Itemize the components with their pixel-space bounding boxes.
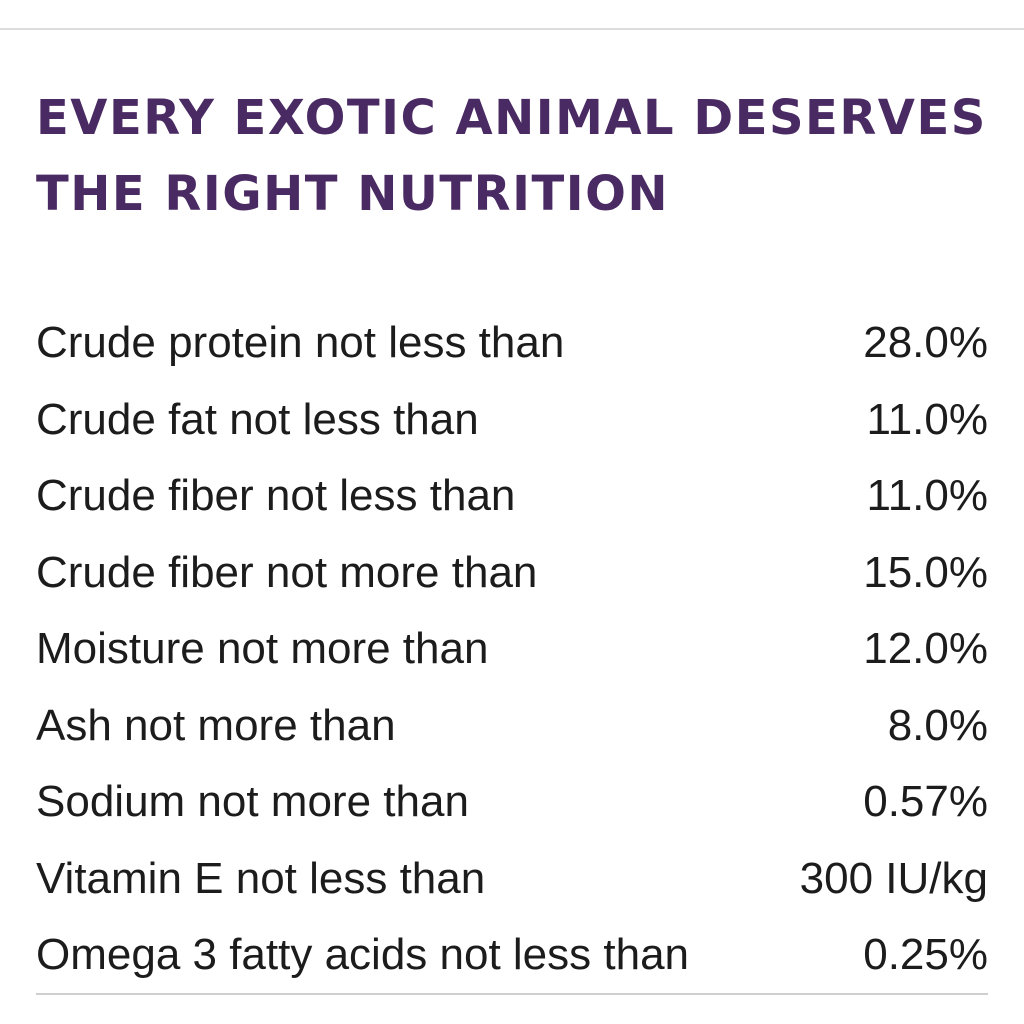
fact-row-vitamin-e-min: Vitamin E not less than 300 IU/kg — [36, 841, 988, 918]
fact-row-crude-fat-min: Crude fat not less than 11.0% — [36, 382, 988, 459]
fact-label: Moisture not more than — [36, 624, 489, 674]
fact-value: 28.0% — [863, 318, 988, 368]
fact-value: 0.57% — [863, 777, 988, 827]
nutrition-facts-list: Crude protein not less than 28.0% Crude … — [36, 305, 988, 994]
fact-value: 300 IU/kg — [799, 853, 988, 903]
fact-value: 15.0% — [863, 547, 988, 597]
fact-label: Omega 3 fatty acids not less than — [36, 930, 690, 980]
fact-label: Crude protein not less than — [36, 318, 565, 368]
fact-label: Vitamin E not less than — [36, 853, 486, 903]
fact-value: 11.0% — [866, 471, 989, 521]
fact-row-crude-fiber-max: Crude fiber not more than 15.0% — [36, 535, 988, 612]
fact-label: Crude fiber not less than — [36, 471, 516, 521]
fact-label: Sodium not more than — [36, 777, 469, 827]
top-divider — [0, 28, 1024, 30]
fact-value: 0.25% — [863, 930, 988, 980]
fact-value: 11.0% — [866, 394, 989, 444]
heading-line-1: EVERY EXOTIC ANIMAL DESERVES — [36, 90, 987, 146]
fact-label: Ash not more than — [36, 700, 396, 750]
fact-value: 12.0% — [863, 624, 988, 674]
heading-line-2: THE RIGHT NUTRITION — [36, 166, 670, 222]
fact-label: Crude fiber not more than — [36, 547, 538, 597]
fact-row-omega-3-min: Omega 3 fatty acids not less than 0.25% — [36, 917, 988, 994]
fact-row-moisture-max: Moisture not more than 12.0% — [36, 611, 988, 688]
section-heading: EVERY EXOTIC ANIMAL DESERVES THE RIGHT N… — [36, 80, 996, 232]
fact-row-crude-fiber-min: Crude fiber not less than 11.0% — [36, 458, 988, 535]
fact-label: Crude fat not less than — [36, 394, 479, 444]
fact-value: 8.0% — [887, 700, 988, 750]
bottom-divider — [36, 993, 988, 995]
fact-row-sodium-max: Sodium not more than 0.57% — [36, 764, 988, 841]
fact-row-crude-protein-min: Crude protein not less than 28.0% — [36, 305, 988, 382]
fact-row-ash-max: Ash not more than 8.0% — [36, 688, 988, 765]
